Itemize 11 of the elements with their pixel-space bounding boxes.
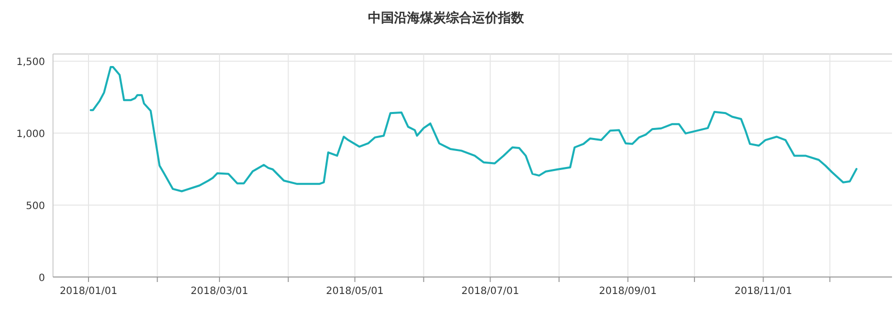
y-tick-label: 0 [38,273,45,284]
x-tick-label: 2018/09/01 [599,286,657,297]
y-tick-label: 1,500 [16,57,45,68]
x-tick-label: 2018/05/01 [326,286,384,297]
x-tick-label: 2018/03/01 [190,286,248,297]
title: 中国沿海煤炭综合运价指数 [368,11,524,26]
y-tick-label: 500 [26,201,45,212]
x-tick-label: 2018/07/01 [461,286,520,297]
x-tick-label: 2018/01/01 [60,286,118,297]
x-tick-label: 2018/11/01 [734,286,792,297]
y-tick-label: 1,000 [16,129,45,140]
